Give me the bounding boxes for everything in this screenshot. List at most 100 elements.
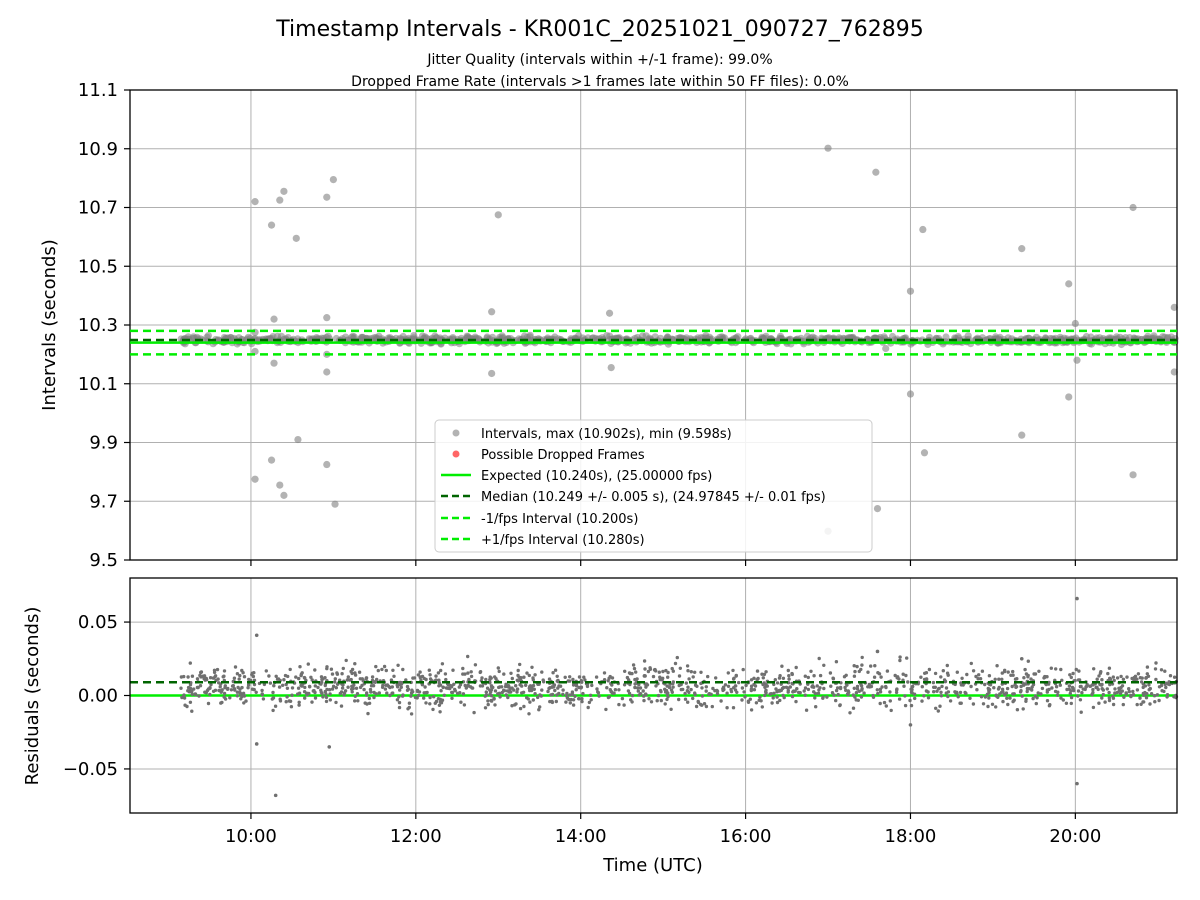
residual-point — [628, 671, 632, 676]
residual-point — [437, 681, 441, 685]
residual-point — [395, 698, 400, 702]
residual-point — [418, 670, 422, 674]
residual-point — [1077, 669, 1081, 673]
residual-point — [260, 688, 264, 693]
residual-point — [374, 692, 378, 696]
residual-point — [752, 676, 756, 680]
x-tick-label: 16:00 — [720, 826, 772, 847]
residual-point — [671, 685, 675, 689]
residual-point — [346, 685, 350, 689]
residual-point — [309, 675, 313, 679]
residual-point — [731, 668, 735, 673]
residual-point — [485, 686, 490, 690]
residual-point — [1037, 669, 1041, 673]
residual-point — [704, 689, 708, 693]
interval-outlier-point — [1129, 471, 1137, 479]
interval-outlier-point — [1170, 368, 1178, 376]
residuals-y-label: Residuals (seconds) — [22, 607, 43, 786]
residual-point — [669, 707, 673, 711]
residual-point — [221, 675, 225, 679]
residual-point — [1003, 668, 1007, 672]
residual-point — [834, 688, 839, 693]
residual-point — [1019, 689, 1023, 693]
residual-point — [1047, 687, 1051, 692]
residual-point — [770, 701, 774, 705]
residual-point — [472, 710, 476, 715]
residual-point — [1167, 682, 1172, 687]
residual-point — [790, 671, 794, 676]
residual-point — [1079, 684, 1083, 689]
residual-point — [538, 693, 542, 697]
residual-point — [533, 692, 537, 696]
residual-point — [817, 656, 821, 661]
residual-point — [212, 670, 217, 675]
residual-point — [406, 707, 410, 711]
residual-point — [590, 683, 594, 688]
residual-point — [654, 684, 658, 688]
residual-point — [540, 688, 544, 692]
interval-outlier-point — [824, 144, 832, 152]
residual-point — [704, 685, 708, 689]
residual-point — [996, 687, 1001, 691]
residual-point — [355, 692, 360, 696]
residual-point — [812, 690, 816, 694]
residual-point — [964, 691, 968, 696]
residual-point — [197, 694, 201, 698]
residual-point — [838, 686, 843, 691]
residual-point — [1058, 683, 1063, 687]
interval-outlier-point — [323, 460, 331, 469]
residual-point — [683, 691, 687, 696]
residuals-y-tick-label: 0.05 — [78, 612, 118, 633]
residual-point — [500, 685, 504, 689]
residual-point — [646, 669, 651, 674]
residual-point — [365, 693, 369, 697]
residual-point — [1056, 690, 1060, 694]
residual-point — [666, 675, 670, 679]
residual-point — [855, 687, 860, 691]
residual-point — [298, 665, 302, 669]
residual-point — [563, 675, 567, 679]
residual-point — [1120, 689, 1125, 693]
residual-point — [488, 680, 492, 685]
residual-point — [1145, 692, 1149, 696]
residual-point — [855, 664, 859, 669]
residual-point — [510, 686, 514, 690]
residual-point — [946, 694, 950, 699]
residual-point — [260, 692, 264, 696]
residual-point — [675, 655, 679, 660]
residual-point — [835, 686, 840, 690]
residual-point — [663, 687, 667, 691]
residual-point — [199, 670, 204, 674]
interval-outlier-point — [1071, 319, 1079, 328]
residual-point — [689, 687, 693, 692]
residual-point — [275, 677, 280, 681]
residual-point — [1113, 687, 1117, 691]
residual-point — [496, 666, 500, 670]
residual-point — [362, 687, 366, 692]
residual-point — [568, 701, 572, 705]
residual-point — [416, 693, 421, 698]
residual-point — [268, 681, 273, 685]
residual-point — [404, 678, 408, 682]
interval-outlier-point — [605, 309, 614, 317]
residual-point — [367, 696, 371, 701]
residual-point — [1059, 667, 1063, 672]
interval-outlier-point — [882, 344, 890, 353]
residual-point — [702, 702, 707, 706]
residual-point — [1115, 676, 1120, 680]
intervals-y-ticks: 9.5 9.7 9.9 10.1 10.3 10.5 10.7 10.9 11.1 — [78, 80, 130, 571]
residual-point — [1172, 675, 1177, 679]
residual-point — [1022, 676, 1026, 680]
intervals-y-tick-label: 9.5 — [89, 550, 118, 571]
residual-point — [401, 693, 405, 697]
residual-point — [685, 689, 690, 693]
residual-point — [240, 668, 244, 673]
residual-point — [290, 686, 295, 690]
interval-outlier-point — [270, 359, 278, 367]
residual-point — [765, 684, 769, 688]
residual-point — [250, 672, 254, 677]
residual-point — [324, 699, 329, 704]
interval-outlier-point — [1065, 280, 1073, 288]
residual-point — [1154, 661, 1158, 665]
residual-point — [185, 704, 189, 709]
